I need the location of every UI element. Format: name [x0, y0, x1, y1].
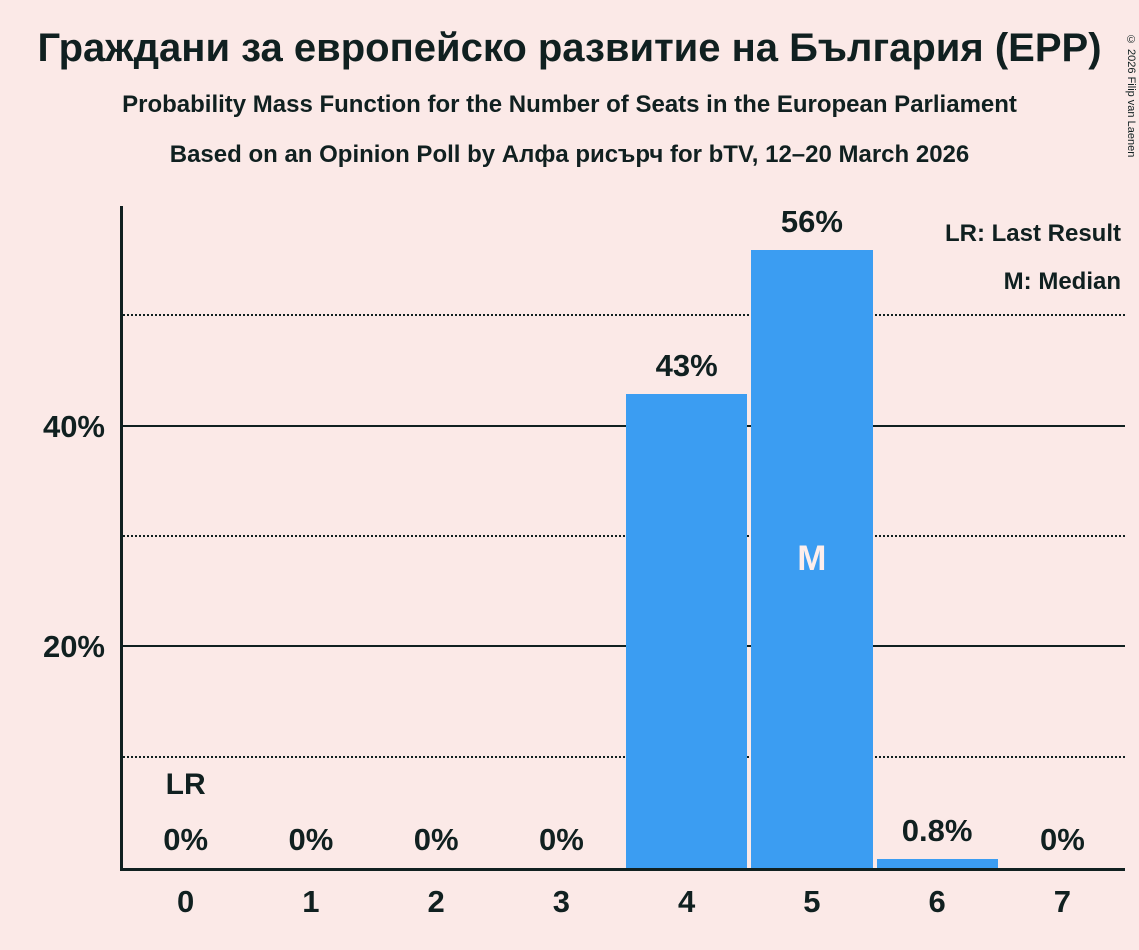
gridline-40-percent — [123, 424, 1125, 427]
value-label-6: 0.8% — [901, 813, 973, 849]
median-marker: M — [797, 539, 827, 579]
chart-source-subtitle: Based on an Opinion Poll by Алфа рисърч … — [169, 141, 970, 168]
chart-legend: LR: Last Result M: Median — [945, 210, 1121, 306]
bar-seats-6 — [876, 859, 998, 868]
x-axis-tick-label-7: 7 — [1053, 884, 1071, 919]
x-axis-tick-label-2: 2 — [427, 884, 445, 919]
value-label-5: 56% — [780, 204, 843, 240]
y-axis-tick-label: 40% — [42, 408, 105, 444]
bar-seats-4 — [626, 393, 748, 868]
bar-slot-3: 0% 3 — [499, 206, 624, 919]
bar-slot-0: 0% LR 0 — [123, 206, 248, 919]
value-label-4: 43% — [655, 347, 718, 383]
x-axis-tick-label-0: 0 — [177, 884, 195, 919]
gridline-50-percent — [123, 314, 1125, 317]
bar-seats-5 — [751, 250, 873, 868]
x-axis-tick-label-3: 3 — [552, 884, 570, 919]
gridline-30-percent — [123, 535, 1125, 537]
bar-slot-6: 0.8% 6 — [875, 206, 1000, 919]
chart-canvas: Граждани за европейско развитие на Бълга… — [0, 26, 1139, 950]
value-label-0: 0% — [163, 822, 209, 857]
bar-slot-2: 0% 2 — [374, 206, 499, 919]
plot-area: 20% 40% 0% LR 0 0% 1 0% 2 0% 3 43% 4 56% M 5 0.8% 6 0% 7 — [43, 204, 1125, 919]
copyright-label: © 2026 Filip van Laenen — [1125, 34, 1137, 158]
bar-slot-5: 56% M 5 — [749, 204, 874, 919]
bar-slot-1: 0% 1 — [248, 206, 373, 919]
chart-title: Граждани за европейско развитие на Бълга… — [37, 26, 1102, 70]
gridline-10-percent — [123, 755, 1125, 758]
gridline-20-percent — [123, 645, 1125, 648]
bar-slot-4: 43% 4 — [624, 206, 749, 919]
value-label-1: 0% — [288, 822, 334, 857]
x-axis-tick-label-5: 5 — [803, 884, 821, 919]
legend-median: M: Median — [1003, 268, 1121, 295]
value-label-2: 0% — [413, 822, 459, 857]
legend-last-result: LR: Last Result — [944, 220, 1121, 247]
value-label-3: 0% — [538, 822, 584, 857]
last-result-marker: LR — [165, 768, 206, 801]
y-axis-tick-label: 20% — [42, 629, 105, 665]
bar-slot-7: 0% 7 — [1000, 206, 1125, 919]
chart-subtitle: Probability Mass Function for the Number… — [122, 91, 1017, 118]
value-label-7: 0% — [1039, 822, 1085, 857]
x-axis-tick-label-1: 1 — [302, 884, 320, 919]
x-axis-tick-label-4: 4 — [678, 884, 696, 919]
x-axis-tick-label-6: 6 — [928, 884, 946, 919]
